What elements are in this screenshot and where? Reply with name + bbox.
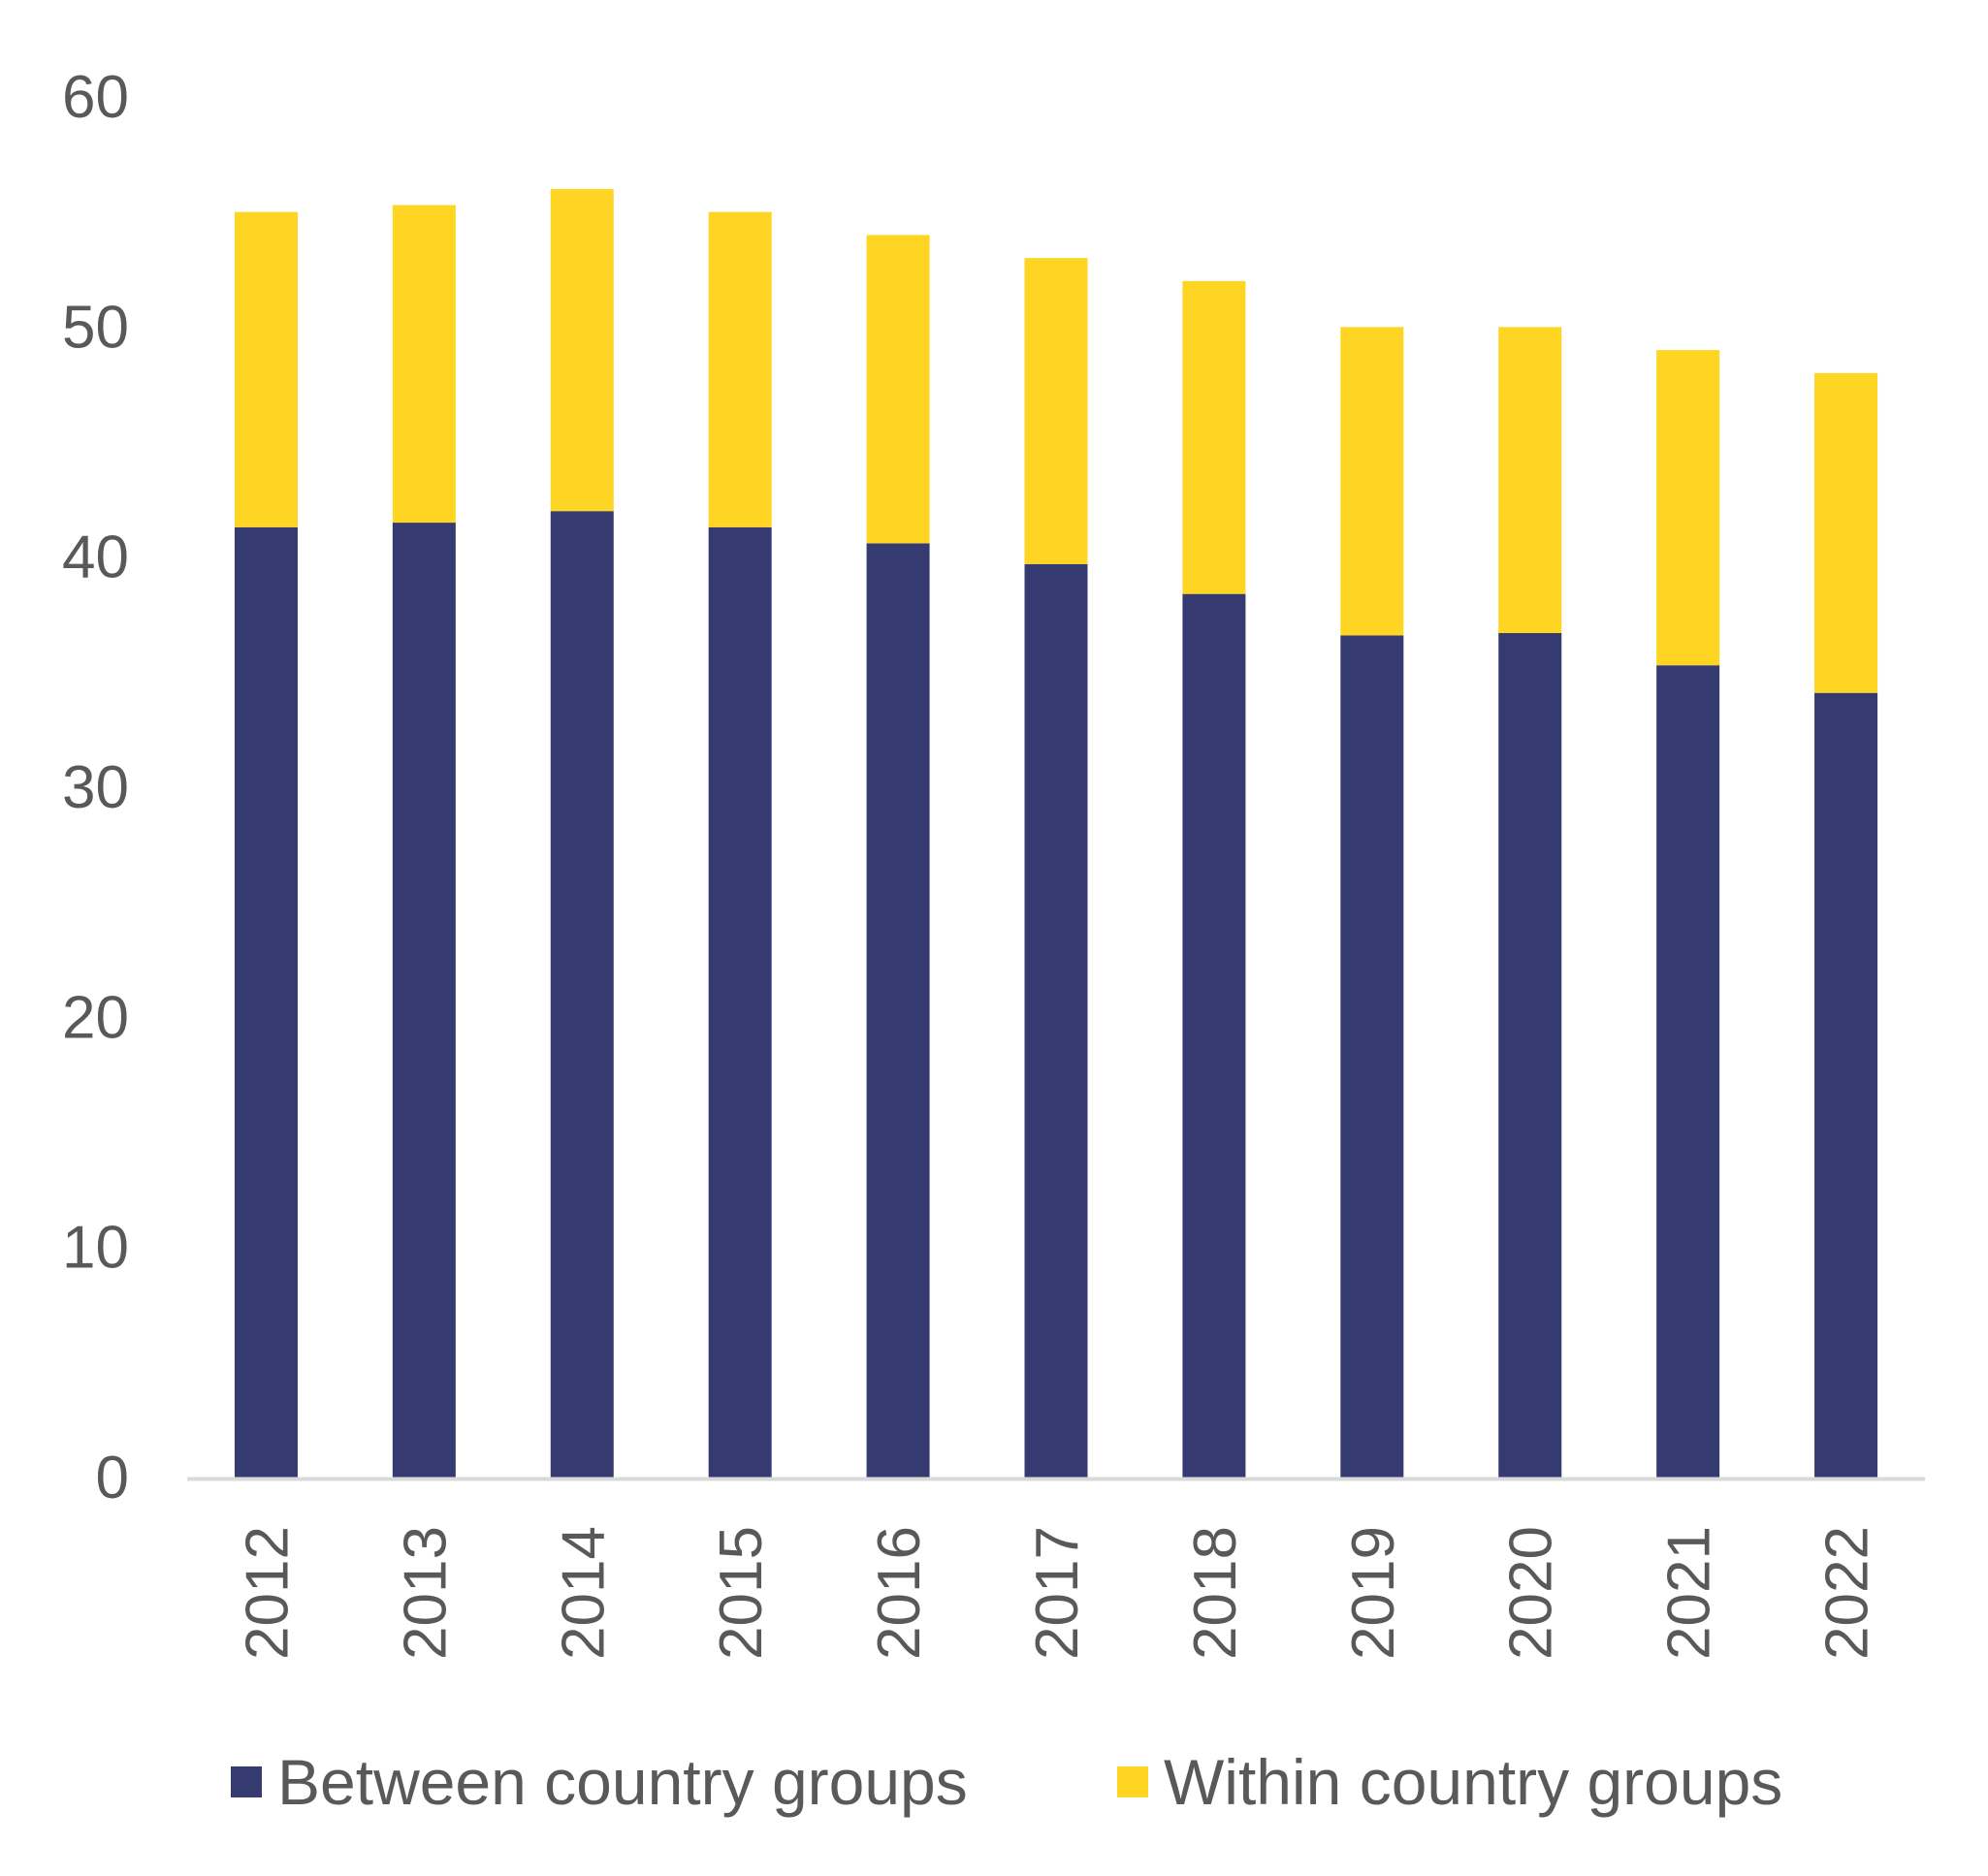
bar-segment-within-country-groups-2014 <box>550 188 614 512</box>
x-tick-label: 2019 <box>1340 1526 1407 1660</box>
bar-segment-between-country-groups-2022 <box>1814 692 1878 1478</box>
x-tick-label: 2018 <box>1182 1526 1249 1660</box>
x-tick-label: 2022 <box>1814 1526 1881 1660</box>
bar-segment-between-country-groups-2014 <box>550 511 614 1478</box>
bar-segment-between-country-groups-2013 <box>392 523 456 1478</box>
legend: Between country groups Within country gro… <box>231 1746 1782 1818</box>
bar-segment-between-country-groups-2019 <box>1340 635 1404 1478</box>
y-tick-label: 40 <box>62 525 129 591</box>
bar-segment-between-country-groups-2016 <box>866 543 930 1478</box>
y-tick-label: 0 <box>96 1445 129 1511</box>
bar-segment-within-country-groups-2019 <box>1340 327 1404 636</box>
legend-label-within-country-groups: Within country groups <box>1164 1746 1782 1818</box>
bar-segment-within-country-groups-2015 <box>708 211 772 527</box>
x-tick-label: 2015 <box>708 1526 775 1660</box>
bar-segment-between-country-groups-2021 <box>1656 665 1720 1478</box>
y-tick-label: 50 <box>62 294 129 361</box>
legend-swatch-within-country-groups <box>1117 1766 1148 1797</box>
bars-layer <box>234 188 1878 1478</box>
y-tick-label: 10 <box>62 1215 129 1282</box>
x-tick-label: 2017 <box>1024 1526 1091 1660</box>
bar-segment-within-country-groups-2017 <box>1024 258 1088 564</box>
x-tick-label: 2021 <box>1656 1526 1723 1660</box>
y-tick-label: 60 <box>62 64 129 131</box>
x-tick-label: 2016 <box>866 1526 933 1660</box>
bar-segment-between-country-groups-2018 <box>1182 593 1246 1478</box>
x-tick-label: 2020 <box>1498 1526 1565 1660</box>
bar-segment-within-country-groups-2016 <box>866 235 930 544</box>
legend-swatch-between-country-groups <box>231 1766 262 1797</box>
bar-segment-between-country-groups-2020 <box>1498 632 1562 1478</box>
x-tick-label: 2014 <box>550 1526 617 1660</box>
bar-segment-within-country-groups-2018 <box>1182 280 1246 594</box>
x-tick-label: 2012 <box>234 1526 301 1660</box>
y-tick-label: 20 <box>62 984 129 1051</box>
bar-segment-within-country-groups-2012 <box>234 211 298 527</box>
y-axis-ticks: 0 10 20 30 40 50 60 <box>62 64 129 1511</box>
bar-segment-between-country-groups-2012 <box>234 526 298 1478</box>
legend-label-between-country-groups: Between country groups <box>277 1746 968 1818</box>
bar-segment-within-country-groups-2013 <box>392 205 456 524</box>
x-tick-label: 2013 <box>392 1526 459 1660</box>
bar-segment-between-country-groups-2015 <box>708 526 772 1478</box>
x-axis-labels: 2012 2013 2014 2015 2016 2017 2018 2019 2020 2021… <box>234 1526 1880 1660</box>
bar-segment-between-country-groups-2017 <box>1024 563 1088 1478</box>
bar-segment-within-country-groups-2020 <box>1498 327 1562 633</box>
bar-segment-within-country-groups-2021 <box>1656 350 1720 666</box>
y-tick-label: 30 <box>62 754 129 821</box>
bar-segment-within-country-groups-2022 <box>1814 372 1878 693</box>
